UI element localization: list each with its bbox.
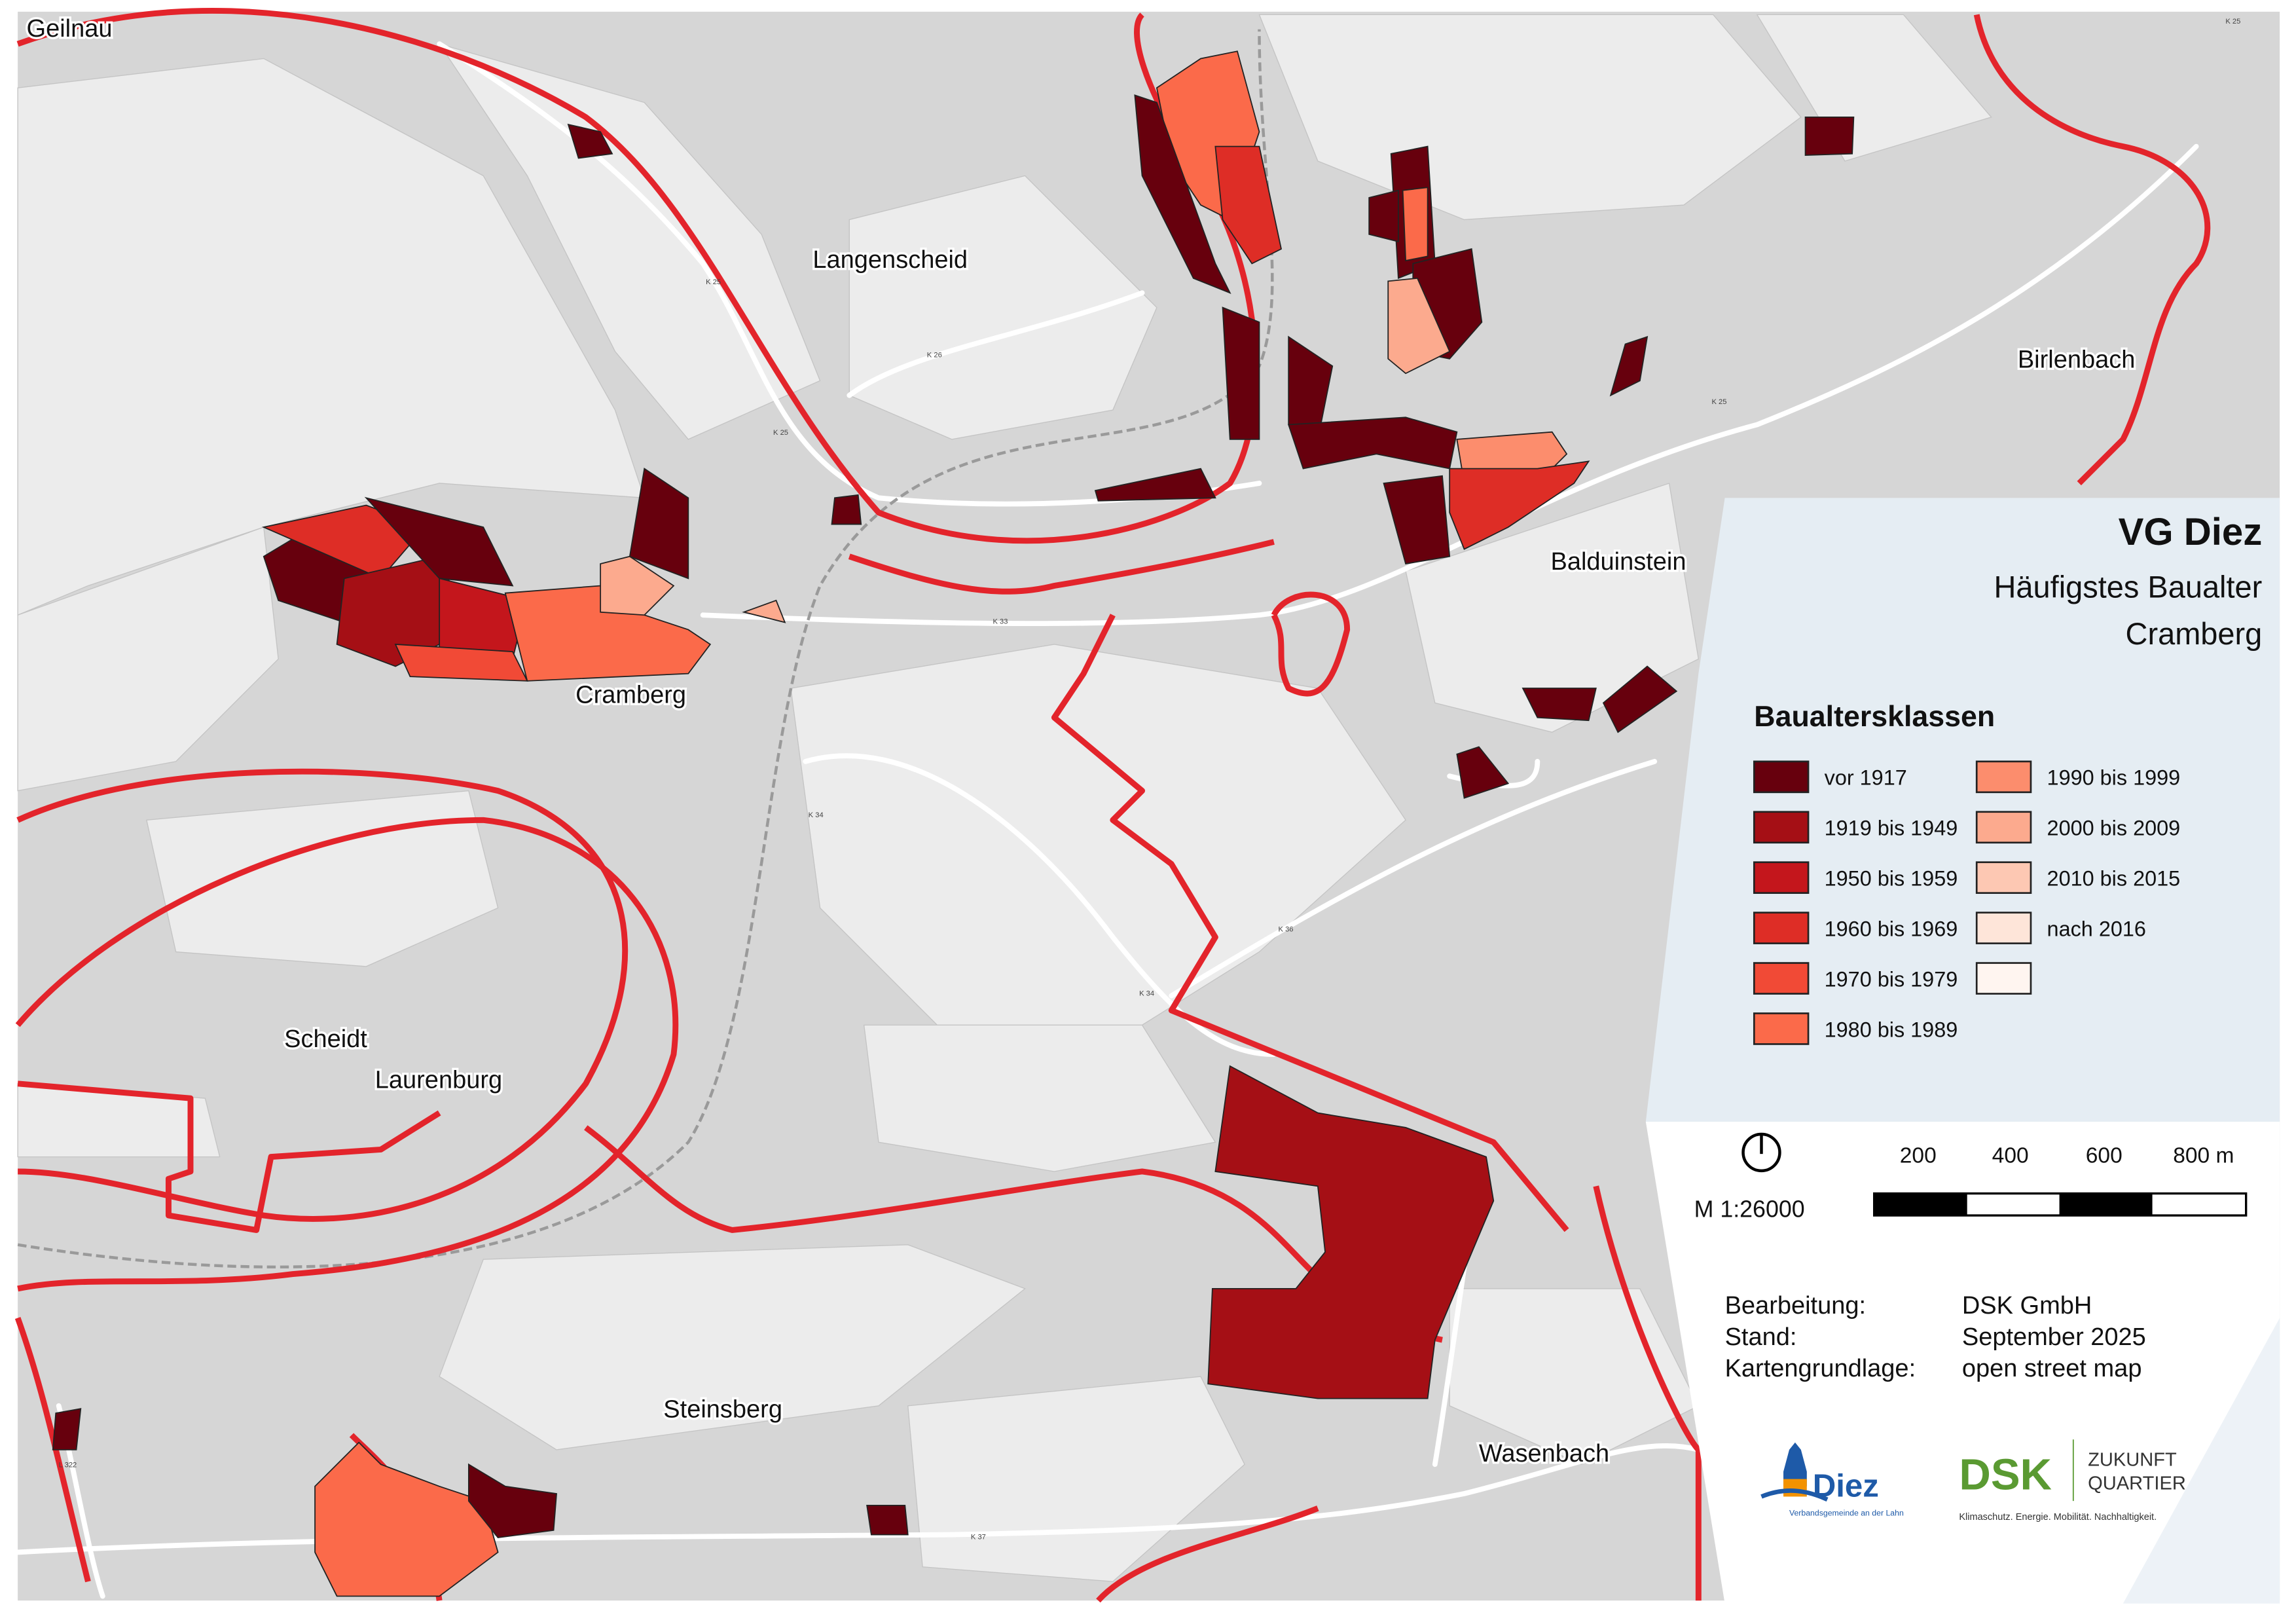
road-label: K 34 bbox=[809, 811, 824, 819]
legend-heading: Baualtersklassen bbox=[1754, 701, 1995, 733]
legend-item: 1970 bis 1979 bbox=[1753, 962, 1958, 995]
road-label: K 25 bbox=[2225, 18, 2240, 26]
legend-item: 1980 bis 1989 bbox=[1753, 1012, 1958, 1045]
legend-items: vor 1917 1919 bis 1949 1950 bis 1959 1960 b… bbox=[1753, 760, 2181, 1045]
legend-swatch bbox=[1753, 861, 1810, 895]
road-label: K 36 bbox=[1279, 925, 1294, 933]
legend-item: 1919 bis 1949 bbox=[1753, 811, 1958, 844]
fields bbox=[17, 14, 1992, 1582]
svg-text:Verbandsgemeinde an der Lahn: Verbandsgemeinde an der Lahn bbox=[1789, 1509, 1904, 1518]
svg-text:Klimaschutz. Energie. Mobilitä: Klimaschutz. Energie. Mobilität. Nachhal… bbox=[1959, 1512, 2157, 1522]
town-label: Scheidt bbox=[284, 1025, 367, 1053]
legend-label: 1950 bis 1959 bbox=[1825, 866, 1958, 890]
legend-item: 1950 bis 1959 bbox=[1753, 861, 1958, 895]
legend-item: 2000 bis 2009 bbox=[1975, 811, 2181, 844]
legend-item bbox=[1975, 962, 2032, 995]
legend-label: 2000 bis 2009 bbox=[2047, 817, 2181, 840]
scale-tick: 200 bbox=[1900, 1144, 1937, 1168]
road-label: K 26 bbox=[927, 352, 942, 360]
credit-value: DSK GmbH bbox=[1962, 1292, 2092, 1320]
legend-swatch bbox=[1975, 760, 2032, 794]
legend-swatch bbox=[1975, 962, 2032, 995]
legend-label: 1970 bis 1979 bbox=[1825, 967, 1958, 991]
diez-logo: Diez Verbandsgemeinde an der Lahn bbox=[1760, 1442, 1904, 1518]
town-label: Birlenbach bbox=[2018, 346, 2136, 373]
credit-key: Bearbeitung: bbox=[1725, 1292, 1867, 1320]
credit-value: September 2025 bbox=[1962, 1323, 2146, 1351]
svg-text:Diez: Diez bbox=[1813, 1467, 1879, 1504]
legend-item: 1990 bis 1999 bbox=[1975, 760, 2181, 794]
scale-bar bbox=[1873, 1192, 2248, 1217]
svg-text:DSK: DSK bbox=[1959, 1450, 2052, 1499]
legend-item: 1960 bis 1969 bbox=[1753, 912, 1958, 944]
credit-value: open street map bbox=[1962, 1355, 2142, 1382]
legend-label: 1990 bis 1999 bbox=[2047, 766, 2181, 790]
legend-swatch bbox=[1753, 912, 1810, 944]
town-label: Steinsberg bbox=[663, 1396, 782, 1424]
town-label: Wasenbach bbox=[1479, 1440, 1609, 1467]
legend-swatch bbox=[1753, 811, 1810, 844]
road-label: K 34 bbox=[1139, 990, 1154, 998]
legend-label: 2010 bis 2015 bbox=[2047, 866, 2181, 890]
town-label: Balduinstein bbox=[1550, 548, 1686, 576]
scale-tick: 400 bbox=[1992, 1144, 2029, 1168]
road-label: L 322 bbox=[59, 1462, 77, 1469]
north-arrow-icon bbox=[1741, 1132, 1781, 1173]
legend-label: 1980 bis 1989 bbox=[1825, 1018, 1958, 1041]
road-label: K 25 bbox=[1711, 398, 1726, 406]
credit-key: Stand: bbox=[1725, 1323, 1797, 1351]
map-subtitle: Häufigstes Baualter bbox=[1994, 569, 2263, 604]
town-label: Langenscheid bbox=[812, 246, 968, 274]
town-label: Cramberg bbox=[575, 681, 686, 709]
map-place: Cramberg bbox=[2126, 616, 2263, 651]
town-labels: Geilnau Langenscheid Birlenbach Cramberg… bbox=[24, 13, 2138, 1470]
dsk-logo: DSK ZUKUNFT QUARTIER Klimaschutz. Energi… bbox=[1959, 1439, 2186, 1522]
svg-text:ZUKUNFT: ZUKUNFT bbox=[2088, 1449, 2177, 1470]
road-label: K 25 bbox=[706, 278, 721, 286]
scale-ratio: M 1:26000 bbox=[1694, 1196, 1805, 1222]
legend-item: vor 1917 bbox=[1753, 760, 1907, 794]
scale-tick: 800 m bbox=[2173, 1144, 2234, 1168]
legend-label: vor 1917 bbox=[1825, 766, 1907, 790]
road-label: K 37 bbox=[971, 1533, 986, 1541]
map-title: VG Diez bbox=[2119, 511, 2263, 553]
legend-item: 2010 bis 2015 bbox=[1975, 861, 2181, 895]
buildings bbox=[52, 50, 1855, 1597]
town-label: Geilnau bbox=[27, 15, 113, 43]
credit-key: Kartengrundlage: bbox=[1725, 1355, 1916, 1382]
legend-swatch bbox=[1975, 912, 2032, 944]
road-labels: K 25 K 26 K 25 K 33 K 34 K 36 K 34 K 37 … bbox=[59, 18, 2241, 1541]
legend-swatch bbox=[1975, 811, 2032, 844]
legend-swatch bbox=[1753, 962, 1810, 995]
legend-label: nach 2016 bbox=[2047, 917, 2146, 940]
credits: Bearbeitung: DSK GmbH Stand: September 2025… bbox=[1725, 1292, 2146, 1382]
scale-tick: 600 bbox=[2086, 1144, 2123, 1168]
legend-swatch bbox=[1975, 861, 2032, 895]
legend-swatch bbox=[1753, 760, 1810, 794]
road-label: K 25 bbox=[773, 429, 788, 437]
legend-item: nach 2016 bbox=[1975, 912, 2146, 944]
legend-label: 1960 bis 1969 bbox=[1825, 917, 1958, 940]
road-label: K 33 bbox=[993, 618, 1008, 626]
town-label: Laurenburg bbox=[375, 1067, 502, 1094]
legend-swatch bbox=[1753, 1012, 1810, 1045]
svg-text:QUARTIER: QUARTIER bbox=[2088, 1473, 2186, 1494]
legend-label: 1919 bis 1949 bbox=[1825, 817, 1958, 840]
